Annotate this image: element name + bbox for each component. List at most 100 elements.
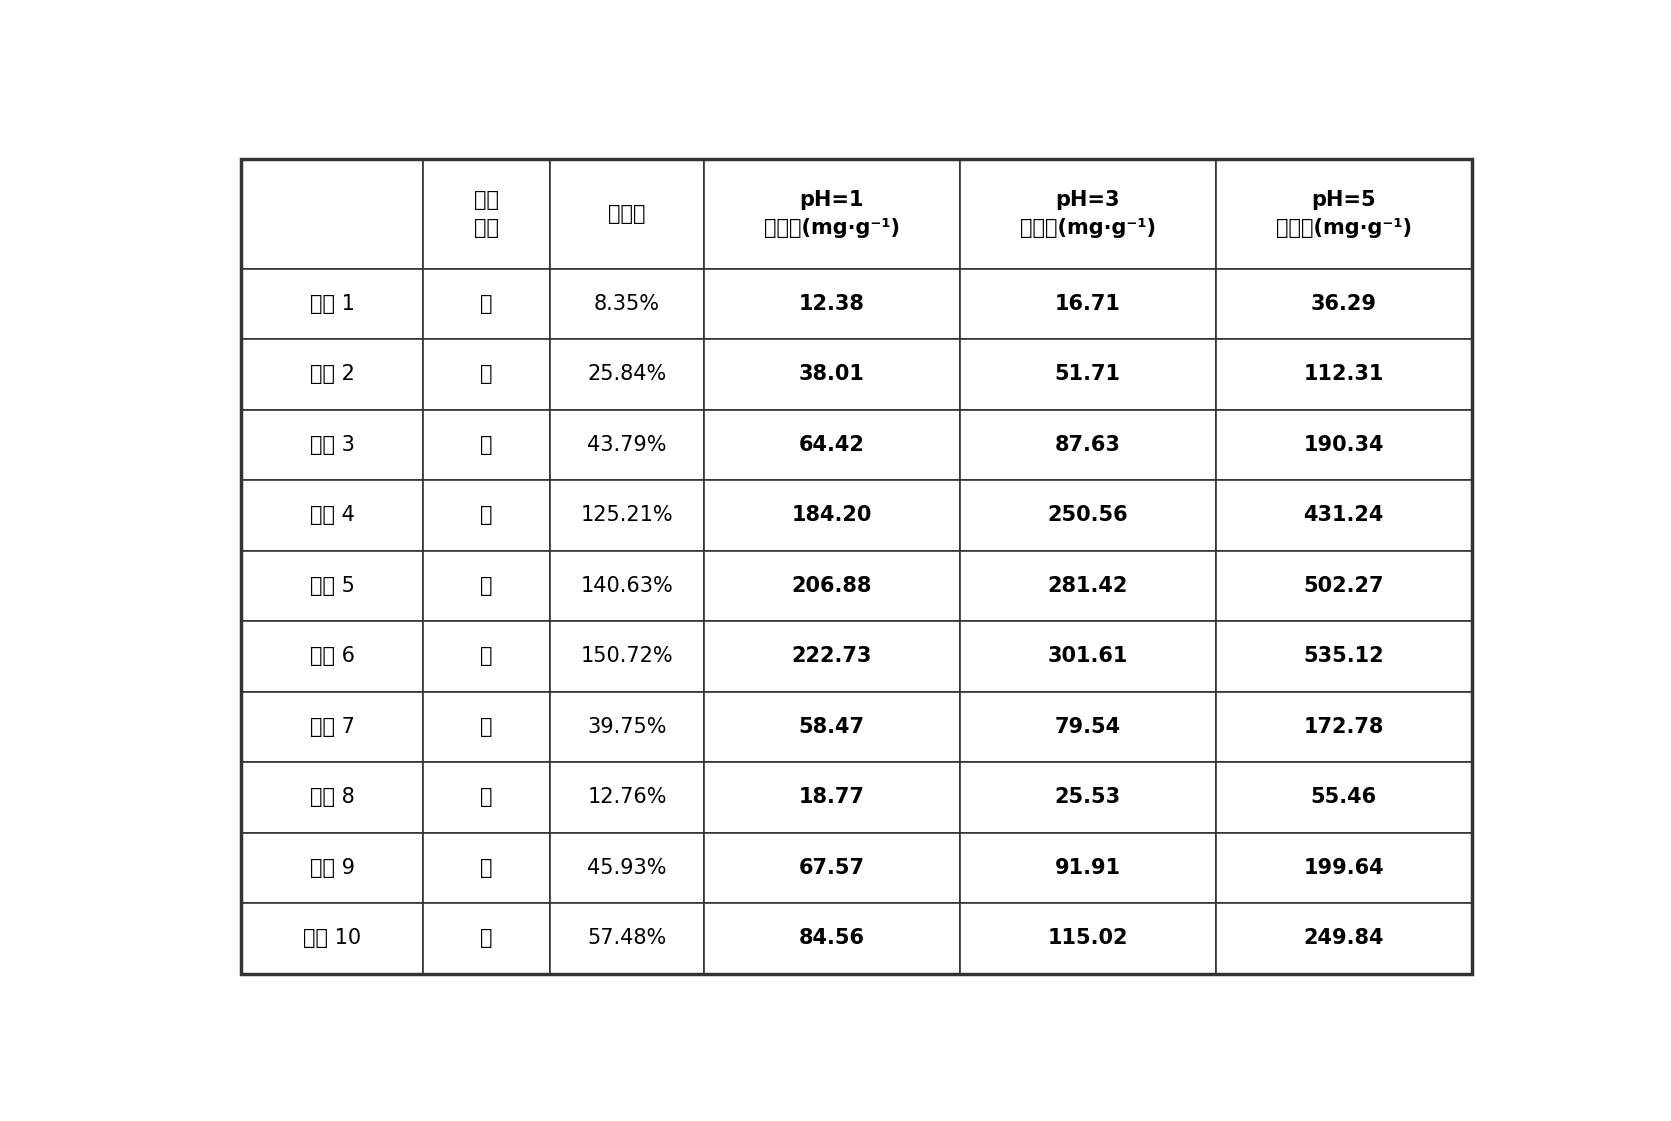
Text: 51.71: 51.71 bbox=[1054, 364, 1121, 385]
Text: 实例 8: 实例 8 bbox=[309, 787, 354, 807]
Text: 铁: 铁 bbox=[481, 364, 493, 385]
Text: 190.34: 190.34 bbox=[1303, 435, 1384, 455]
Bar bbox=[241, 409, 423, 480]
Bar bbox=[241, 480, 423, 550]
Text: 172.78: 172.78 bbox=[1303, 716, 1384, 736]
Text: 实例 5: 实例 5 bbox=[309, 576, 354, 596]
Bar bbox=[241, 762, 423, 833]
Text: 301.61: 301.61 bbox=[1048, 647, 1128, 666]
Bar bbox=[703, 269, 959, 340]
Text: 57.48%: 57.48% bbox=[587, 928, 667, 948]
Text: 25.84%: 25.84% bbox=[587, 364, 667, 385]
Text: 43.79%: 43.79% bbox=[587, 435, 667, 455]
Text: 金属
类别: 金属 类别 bbox=[475, 189, 500, 238]
Bar bbox=[241, 621, 423, 692]
Bar bbox=[959, 904, 1215, 973]
Bar bbox=[703, 833, 959, 904]
Bar bbox=[1215, 833, 1472, 904]
Text: 249.84: 249.84 bbox=[1303, 928, 1384, 948]
Bar bbox=[423, 621, 550, 692]
Text: 8.35%: 8.35% bbox=[593, 294, 660, 314]
Bar bbox=[550, 621, 703, 692]
Bar bbox=[550, 692, 703, 762]
Bar bbox=[1215, 762, 1472, 833]
Bar bbox=[959, 762, 1215, 833]
Bar bbox=[1215, 340, 1472, 409]
Text: 91.91: 91.91 bbox=[1054, 858, 1121, 878]
Bar bbox=[1215, 692, 1472, 762]
Text: 281.42: 281.42 bbox=[1048, 576, 1128, 596]
Bar bbox=[959, 159, 1215, 269]
Bar bbox=[1215, 480, 1472, 550]
Text: 12.76%: 12.76% bbox=[587, 787, 667, 807]
Bar bbox=[959, 833, 1215, 904]
Text: 67.57: 67.57 bbox=[799, 858, 866, 878]
Bar bbox=[241, 159, 423, 269]
Bar bbox=[550, 762, 703, 833]
Bar bbox=[703, 340, 959, 409]
Bar bbox=[241, 833, 423, 904]
Bar bbox=[1215, 269, 1472, 340]
Bar bbox=[959, 409, 1215, 480]
Bar bbox=[959, 340, 1215, 409]
Text: 125.21%: 125.21% bbox=[580, 506, 673, 526]
Bar bbox=[550, 550, 703, 621]
Text: 实例 7: 实例 7 bbox=[309, 716, 354, 736]
Text: 16.71: 16.71 bbox=[1054, 294, 1121, 314]
Bar bbox=[550, 269, 703, 340]
Text: 84.56: 84.56 bbox=[799, 928, 866, 948]
Text: 184.20: 184.20 bbox=[792, 506, 872, 526]
Bar bbox=[550, 340, 703, 409]
Text: 38.01: 38.01 bbox=[799, 364, 864, 385]
Bar bbox=[703, 159, 959, 269]
Text: 实例 2: 实例 2 bbox=[309, 364, 354, 385]
Bar bbox=[550, 159, 703, 269]
Text: 铜: 铜 bbox=[481, 647, 493, 666]
Text: 12.38: 12.38 bbox=[799, 294, 864, 314]
Bar bbox=[703, 621, 959, 692]
Bar bbox=[703, 904, 959, 973]
Text: 锌: 锌 bbox=[481, 858, 493, 878]
Bar bbox=[241, 904, 423, 973]
Bar bbox=[423, 904, 550, 973]
Text: pH=5
吸附量(mg·g⁻¹): pH=5 吸附量(mg·g⁻¹) bbox=[1275, 189, 1412, 238]
Text: 502.27: 502.27 bbox=[1303, 576, 1384, 596]
Text: 铅: 铅 bbox=[481, 787, 493, 807]
Bar bbox=[241, 692, 423, 762]
Text: 45.93%: 45.93% bbox=[587, 858, 667, 878]
Text: 实例 10: 实例 10 bbox=[302, 928, 361, 948]
Bar bbox=[423, 409, 550, 480]
Bar bbox=[423, 762, 550, 833]
Text: 140.63%: 140.63% bbox=[580, 576, 673, 596]
Bar bbox=[423, 340, 550, 409]
Text: 实例 3: 实例 3 bbox=[309, 435, 354, 455]
Bar bbox=[703, 480, 959, 550]
Bar bbox=[423, 269, 550, 340]
Bar bbox=[703, 550, 959, 621]
Bar bbox=[1215, 621, 1472, 692]
Bar bbox=[550, 409, 703, 480]
Bar bbox=[550, 904, 703, 973]
Text: 250.56: 250.56 bbox=[1048, 506, 1128, 526]
Text: 铜: 铜 bbox=[481, 576, 493, 596]
Text: 36.29: 36.29 bbox=[1310, 294, 1377, 314]
Text: 实例 6: 实例 6 bbox=[309, 647, 354, 666]
Text: pH=1
吸附量(mg·g⁻¹): pH=1 吸附量(mg·g⁻¹) bbox=[764, 189, 899, 238]
Bar bbox=[1215, 904, 1472, 973]
Text: 39.75%: 39.75% bbox=[587, 716, 667, 736]
Text: 镍: 镍 bbox=[481, 928, 493, 948]
Text: 115.02: 115.02 bbox=[1048, 928, 1128, 948]
Bar bbox=[1215, 409, 1472, 480]
Bar bbox=[550, 480, 703, 550]
Text: 接枝率: 接枝率 bbox=[608, 204, 645, 224]
Bar bbox=[241, 269, 423, 340]
Text: 206.88: 206.88 bbox=[792, 576, 872, 596]
Bar bbox=[423, 159, 550, 269]
Bar bbox=[959, 692, 1215, 762]
Text: pH=3
吸附量(mg·g⁻¹): pH=3 吸附量(mg·g⁻¹) bbox=[1019, 189, 1156, 238]
Text: 铬: 铬 bbox=[481, 435, 493, 455]
Text: 实例 9: 实例 9 bbox=[309, 858, 354, 878]
Bar bbox=[703, 692, 959, 762]
Bar bbox=[959, 480, 1215, 550]
Bar bbox=[703, 409, 959, 480]
